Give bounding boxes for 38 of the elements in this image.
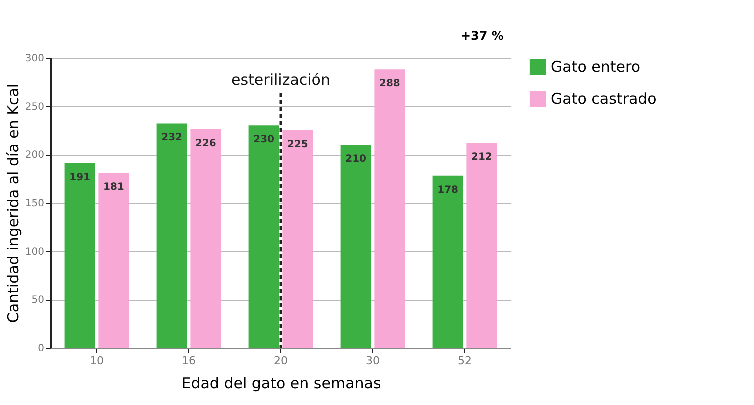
y-tick-label: 0 [38, 344, 44, 354]
bar [190, 130, 222, 348]
y-tick-label: 300 [25, 54, 44, 64]
x-axis-title: Edad del gato en semanas [182, 374, 382, 392]
data-label: 191 [70, 172, 91, 184]
y-tick-label: 250 [25, 102, 44, 113]
y-axis-title: Cantidad ingerida al día en Kcal [4, 84, 22, 324]
data-label: 230 [254, 134, 275, 146]
bar [64, 163, 96, 348]
bar [98, 173, 130, 348]
data-label: 226 [196, 138, 216, 150]
data-label: 288 [380, 78, 400, 90]
x-tick-label: 30 [366, 354, 380, 368]
legend-label: Gato castrado [551, 90, 657, 108]
y-tick-label: 100 [25, 246, 44, 258]
data-label: 178 [438, 184, 459, 196]
y-tick-label: 200 [25, 150, 44, 162]
x-tick-label: 10 [90, 354, 104, 368]
bar [248, 126, 280, 348]
data-label: 225 [288, 140, 308, 150]
x-tick-label: 52 [458, 354, 472, 368]
data-label: 210 [346, 154, 367, 165]
y-tick-label: 150 [25, 198, 44, 210]
data-label: 212 [472, 152, 492, 164]
bar [156, 124, 188, 348]
bar [282, 130, 314, 348]
ref-line-label: esterilización [232, 71, 330, 89]
x-tick-label: 20 [274, 354, 288, 368]
legend-label: Gato entero [551, 58, 641, 76]
bar [374, 70, 406, 348]
text: +37 % [461, 29, 504, 43]
data-label: 181 [104, 182, 124, 194]
y-tick-label: 50 [32, 295, 44, 306]
data-label: 232 [162, 132, 183, 144]
bar [466, 143, 498, 348]
bar [340, 145, 372, 348]
bar [432, 176, 464, 348]
x-tick-label: 16 [182, 354, 196, 368]
